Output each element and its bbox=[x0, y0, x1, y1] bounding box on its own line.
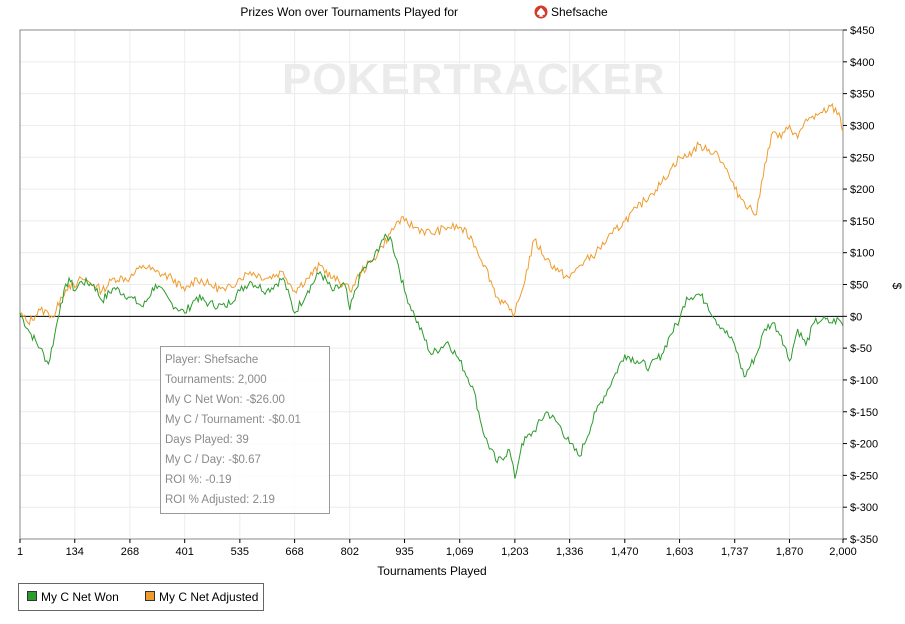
x-tick-label: 1,737 bbox=[721, 546, 749, 558]
legend-label-net-adjusted: My C Net Adjusted bbox=[159, 590, 259, 604]
x-tick-label: 535 bbox=[231, 546, 249, 558]
y-tick-label: $200 bbox=[850, 184, 874, 196]
x-tick-label: 1,336 bbox=[556, 546, 584, 558]
legend-label-net-won: My C Net Won bbox=[41, 590, 119, 604]
y-axis: $450 $400 $350 $300 $250 $200 $150 $100 $50 $0 $-5… bbox=[843, 25, 878, 546]
y-tick-label: $50 bbox=[850, 280, 868, 292]
y-tick-label: $-100 bbox=[850, 375, 878, 387]
y-axis-title: $ bbox=[890, 283, 904, 290]
series-line-net-adjusted bbox=[19, 102, 844, 326]
x-axis-title: Tournaments Played bbox=[377, 564, 486, 578]
chart-title: Prizes Won over Tournaments Played for bbox=[240, 5, 458, 19]
legend-swatch-net-adjusted bbox=[145, 591, 155, 601]
stats-per-tournament: My C / Tournament: -$0.01 bbox=[165, 414, 301, 426]
x-tick-label: 1,603 bbox=[666, 546, 694, 558]
x-tick-label: 134 bbox=[66, 546, 84, 558]
y-tick-label: $0 bbox=[850, 311, 862, 323]
legend: My C Net Won My C Net Adjusted bbox=[18, 583, 264, 611]
y-tick-label: $-250 bbox=[850, 470, 878, 482]
x-tick-label: 268 bbox=[121, 546, 139, 558]
stats-tournaments: Tournaments: 2,000 bbox=[165, 374, 267, 386]
watermark: POKERTRACKER bbox=[282, 55, 666, 104]
legend-swatch-net-won bbox=[27, 591, 37, 601]
chart-title-player: Shefsache bbox=[551, 5, 608, 19]
x-tick-label: 935 bbox=[395, 546, 413, 558]
y-tick-label: $100 bbox=[850, 248, 874, 260]
y-tick-label: $-350 bbox=[850, 534, 878, 546]
spade-icon bbox=[534, 5, 548, 19]
x-tick-label: 1 bbox=[17, 546, 23, 558]
x-tick-label: 1,203 bbox=[501, 546, 529, 558]
x-tick-label: 1,470 bbox=[611, 546, 639, 558]
x-tick-label: 2,000 bbox=[829, 546, 857, 558]
y-tick-label: $150 bbox=[850, 216, 874, 228]
y-tick-label: $250 bbox=[850, 152, 874, 164]
y-tick-label: $450 bbox=[850, 25, 874, 37]
series-line-net-won bbox=[19, 233, 844, 479]
y-tick-label: $-300 bbox=[850, 502, 878, 514]
stats-per-day: My C / Day: -$0.67 bbox=[165, 454, 261, 466]
stats-player: Player: Shefsache bbox=[165, 354, 259, 366]
x-tick-label: 401 bbox=[176, 546, 194, 558]
grid bbox=[19, 29, 844, 540]
stats-roi-adjusted: ROI % Adjusted: 2.19 bbox=[165, 494, 275, 506]
y-tick-label: $-50 bbox=[850, 343, 872, 355]
x-axis: 1 134 268 401 535 668 802 935 1,069 1,203 1,336 1,4… bbox=[17, 539, 857, 558]
stats-roi: ROI %: -0.19 bbox=[165, 474, 232, 486]
legend-item-net-won[interactable]: My C Net Won bbox=[27, 590, 119, 604]
x-tick-label: 1,870 bbox=[776, 546, 804, 558]
y-tick-label: $-150 bbox=[850, 407, 878, 419]
x-tick-label: 802 bbox=[341, 546, 359, 558]
y-tick-label: $300 bbox=[850, 120, 874, 132]
stats-tooltip: Player: Shefsache Tournaments: 2,000 My … bbox=[160, 346, 330, 514]
stats-net-won: My C Net Won: -$26.00 bbox=[165, 394, 285, 406]
watermark-text: POKERTRACKER bbox=[282, 55, 666, 104]
x-tick-label: 668 bbox=[285, 546, 303, 558]
x-tick-label: 1,069 bbox=[446, 546, 474, 558]
y-tick-label: $-200 bbox=[850, 439, 878, 451]
legend-item-net-adjusted[interactable]: My C Net Adjusted bbox=[145, 590, 258, 604]
series-layer bbox=[19, 102, 844, 479]
y-tick-label: $350 bbox=[850, 89, 874, 101]
y-tick-label: $400 bbox=[850, 57, 874, 69]
stats-days-played: Days Played: 39 bbox=[165, 434, 249, 446]
